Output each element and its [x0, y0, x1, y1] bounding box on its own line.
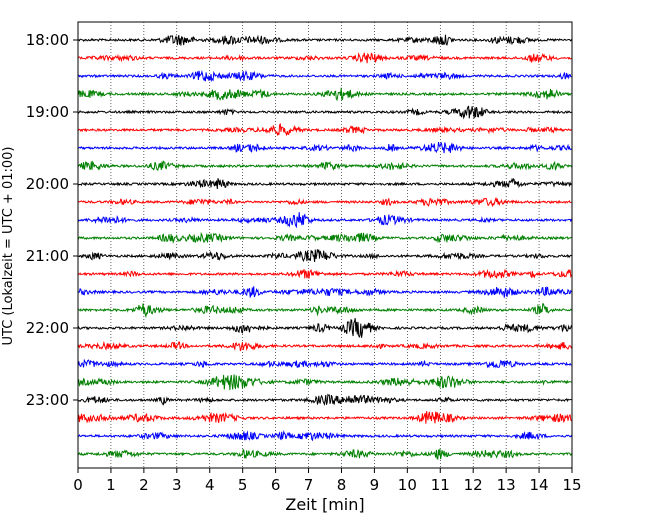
x-tick-label: 10	[398, 476, 417, 494]
x-tick-label: 6	[271, 476, 281, 494]
x-tick-label: 14	[530, 476, 549, 494]
x-axis-label: Zeit [min]	[285, 495, 364, 514]
y-tick-label: 19:00	[26, 103, 69, 121]
y-tick-label: 21:00	[26, 247, 69, 265]
x-tick-label: 7	[304, 476, 314, 494]
trace-2015	[77, 196, 572, 208]
trace-1815	[77, 52, 572, 64]
trace-1830	[77, 69, 572, 83]
x-tick-label: 2	[139, 476, 149, 494]
x-tick-label: 15	[562, 476, 581, 494]
trace-1800	[77, 34, 572, 46]
x-axis-ticks: 0 1 2 3 4 5 6 7 8 9 10 11 12 13 14 15	[73, 468, 582, 494]
x-tick-label: 5	[238, 476, 248, 494]
x-tick-label: 3	[172, 476, 182, 494]
y-tick-label: 18:00	[26, 31, 69, 49]
x-tick-label: 12	[464, 476, 483, 494]
y-tick-label: 22:00	[26, 319, 69, 337]
trace-2100	[77, 249, 572, 263]
y-tick-label: 20:00	[26, 175, 69, 193]
x-tick-label: 1	[106, 476, 116, 494]
trace-1945	[77, 160, 572, 171]
trace-2345	[77, 448, 572, 461]
plot-frame	[77, 21, 573, 469]
trace-2145	[77, 303, 572, 319]
x-tick-label: 8	[337, 476, 347, 494]
trace-2030	[77, 212, 572, 229]
y-tick-label: 23:00	[26, 391, 69, 409]
trace-1930	[77, 141, 572, 154]
trace-2130	[77, 286, 572, 298]
trace-2115	[77, 268, 572, 279]
x-tick-label: 9	[370, 476, 380, 494]
x-tick-label: 0	[73, 476, 83, 494]
x-tick-label: 4	[205, 476, 215, 494]
x-tick-label: 13	[497, 476, 516, 494]
trace-2300	[77, 393, 572, 406]
y-axis-ticks: 18:00 19:00 20:00 21:00 22:00 23:00	[26, 31, 78, 409]
y-axis-label: UTC (Lokalzeit = UTC + 01:00)	[1, 147, 16, 346]
trace-2315	[77, 411, 572, 424]
trace-2215	[77, 340, 572, 352]
trace-1915	[77, 123, 572, 137]
trace-2000	[77, 177, 572, 189]
trace-1900	[77, 105, 572, 120]
vertical-grid	[110, 22, 540, 468]
x-tick-label: 11	[431, 476, 450, 494]
trace-2230	[77, 358, 572, 369]
trace-2330	[77, 430, 572, 442]
trace-2200	[77, 318, 572, 339]
trace-1845	[77, 87, 572, 102]
seismic-traces	[77, 34, 572, 461]
trace-2045	[77, 231, 572, 245]
trace-2245	[77, 374, 572, 391]
